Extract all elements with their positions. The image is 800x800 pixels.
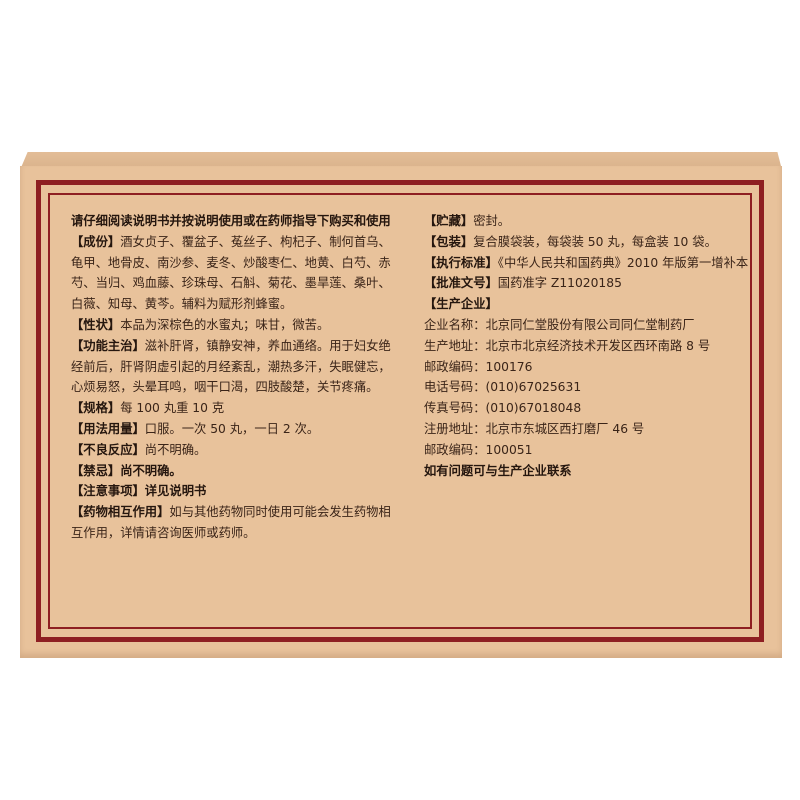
left-column: 请仔细阅读说明书并按说明使用或在药师指导下购买和使用 【成份】酒女贞子、覆盆子、… (71, 211, 397, 544)
right-column: 【贮藏】密封。 【包装】复合膜袋装，每袋装 50 丸，每盒装 10 袋。 【执行… (424, 211, 754, 481)
section-label: 【规格】 (71, 401, 121, 416)
phone-row: 电话号码：(010)67025631 (424, 377, 754, 398)
company-name-row: 企业名称：北京同仁堂股份有限公司同仁堂制药厂 (424, 315, 754, 336)
registered-address-row: 注册地址：北京市东城区西打磨厂 46 号 (424, 419, 754, 440)
company-field-label: 邮政编码： (424, 359, 486, 374)
section-label: 【注意事项】 (71, 484, 145, 499)
section-label: 【执行标准】 (424, 255, 498, 270)
decorative-frame-outer (36, 180, 764, 642)
section-indications: 【功能主治】滋补肝肾，镇静安神，养血通络。用于妇女绝经前后，肝肾阴虚引起的月经紊… (71, 336, 397, 398)
company-field-label: 注册地址： (424, 421, 486, 436)
section-label: 【功能主治】 (71, 338, 145, 353)
section-drug-interactions: 【药物相互作用】如与其他药物同时使用可能会发生药物相互作用，详情请咨询医师或药师… (71, 502, 397, 544)
company-field-value: 100051 (485, 442, 533, 457)
section-text: 本品为深棕色的水蜜丸；味甘，微苦。 (120, 317, 330, 332)
section-text: 国药准字 Z11020185 (497, 276, 622, 291)
postal-code-row: 邮政编码：100176 (424, 357, 754, 378)
section-label: 【成份】 (71, 234, 121, 249)
section-precautions: 【注意事项】详见说明书 (71, 481, 397, 502)
section-contraindications: 【禁忌】尚不明确。 (71, 461, 397, 482)
section-text: 尚不明确。 (144, 442, 207, 457)
company-field-label: 生产地址： (424, 338, 486, 353)
company-field-label: 邮政编码： (424, 442, 486, 457)
section-appearance: 【性状】本品为深棕色的水蜜丸；味甘，微苦。 (71, 315, 397, 336)
section-text: 复合膜袋装，每袋装 50 丸，每盒装 10 袋。 (473, 234, 717, 249)
contact-manufacturer-note: 如有问题可与生产企业联系 (424, 463, 572, 478)
company-field-value: (010)67025631 (485, 380, 582, 395)
production-address-row: 生产地址：北京市北京经济技术开发区西环南路 8 号 (424, 336, 754, 357)
section-label: 【禁忌】 (71, 463, 121, 478)
company-field-label: 企业名称： (424, 317, 486, 332)
section-text: 口服。一次 50 丸，一日 2 次。 (144, 421, 320, 436)
section-text: 酒女贞子、覆盆子、菟丝子、枸杞子、制何首乌、龟甲、地骨皮、南沙参、麦冬、炒酸枣仁… (71, 234, 391, 312)
section-label: 【生产企业】 (424, 297, 498, 312)
company-field-value: 北京同仁堂股份有限公司同仁堂制药厂 (485, 317, 695, 332)
section-ingredients: 【成份】酒女贞子、覆盆子、菟丝子、枸杞子、制何首乌、龟甲、地骨皮、南沙参、麦冬、… (71, 232, 397, 315)
company-field-value: (010)67018048 (485, 401, 582, 416)
company-field-label: 电话号码： (424, 380, 486, 395)
section-text: 密封。 (473, 214, 511, 228)
section-approval-number: 【批准文号】国药准字 Z11020185 (424, 273, 754, 294)
section-label: 【批准文号】 (424, 276, 498, 291)
decorative-frame-inner (48, 193, 752, 629)
section-text: 《中华人民共和国药典》2010 年版第一增补本 (497, 255, 749, 270)
section-label: 【药物相互作用】 (71, 505, 170, 520)
section-dosage: 【用法用量】口服。一次 50 丸，一日 2 次。 (71, 419, 397, 440)
section-label: 【贮藏】 (424, 214, 474, 228)
section-packaging: 【包装】复合膜袋装，每袋装 50 丸，每盒装 10 袋。 (424, 232, 754, 253)
section-manufacturer: 【生产企业】 (424, 294, 754, 315)
fax-row: 传真号码：(010)67018048 (424, 398, 754, 419)
section-text: 详见说明书 (144, 484, 207, 499)
section-adverse-reactions: 【不良反应】尚不明确。 (71, 440, 397, 461)
company-field-label: 传真号码： (424, 401, 486, 416)
section-label: 【用法用量】 (71, 421, 145, 436)
company-field-value: 北京市北京经济技术开发区西环南路 8 号 (485, 338, 711, 353)
company-field-value: 100176 (485, 359, 533, 374)
section-text: 尚不明确。 (120, 463, 182, 478)
section-text: 每 100 丸重 10 克 (120, 401, 225, 416)
section-storage: 【贮藏】密封。 (424, 211, 754, 232)
section-specification: 【规格】每 100 丸重 10 克 (71, 398, 397, 419)
company-field-value: 北京市东城区西打磨厂 46 号 (485, 421, 645, 436)
section-label: 【不良反应】 (71, 442, 145, 457)
section-text: 如与其他药物同时使用可能会发生药物相互作用，详情请咨询医师或药师。 (71, 505, 391, 540)
medicine-box-panel (20, 166, 782, 658)
usage-notice: 请仔细阅读说明书并按说明使用或在药师指导下购买和使用 (71, 214, 391, 228)
section-text: 滋补肝肾，镇静安神，养血通络。用于妇女绝经前后，肝肾阴虚引起的月经紊乱，潮热多汗… (71, 338, 391, 395)
section-standard: 【执行标准】《中华人民共和国药典》2010 年版第一增补本 (424, 253, 754, 274)
section-label: 【包装】 (424, 234, 474, 249)
section-label: 【性状】 (71, 317, 121, 332)
postal-code-row: 邮政编码：100051 (424, 440, 754, 461)
box-top-face (20, 152, 782, 170)
